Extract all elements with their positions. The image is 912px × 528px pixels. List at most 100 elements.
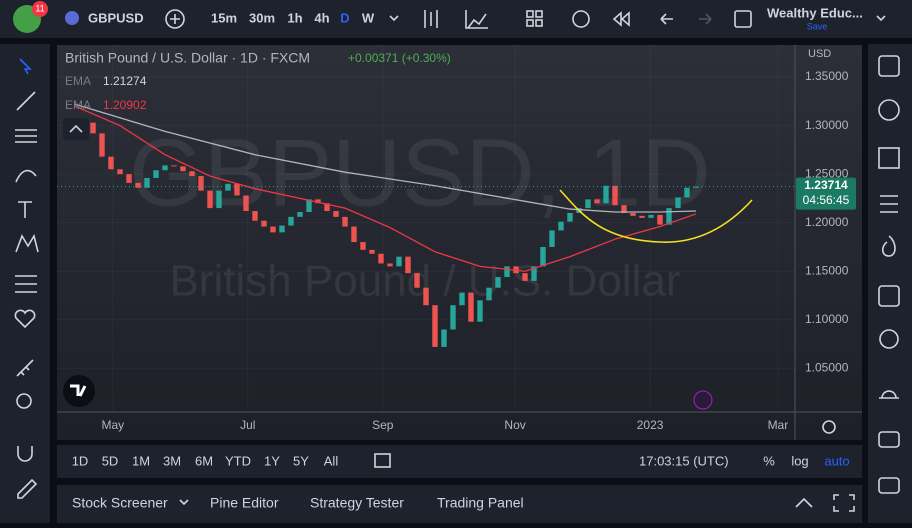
layout-icon[interactable] [526, 10, 534, 18]
watchlist-icon[interactable] [878, 55, 900, 77]
candle [612, 185, 618, 206]
alert-icon[interactable] [572, 10, 590, 28]
replay-icon[interactable] [612, 11, 630, 27]
panel-tab[interactable]: Pine Editor [210, 495, 279, 511]
interval[interactable]: D [340, 10, 349, 25]
y-tick-label: 1.10000 [805, 312, 849, 326]
undo-icon[interactable] [660, 13, 673, 25]
line-tool[interactable] [16, 91, 36, 111]
chart-pane [57, 45, 862, 440]
y-tick-label: 1.15000 [805, 263, 849, 277]
range-button[interactable]: 3M [163, 453, 181, 468]
add-plus [170, 14, 180, 24]
streams-icon[interactable] [879, 390, 899, 399]
prediction-tool[interactable] [15, 275, 37, 293]
range-button[interactable]: All [324, 453, 339, 468]
magnet-tool[interactable] [17, 446, 33, 462]
candle [693, 186, 699, 188]
add-icon[interactable] [165, 9, 185, 29]
interval[interactable]: 15m [211, 10, 237, 25]
indicators-icon[interactable] [465, 10, 488, 29]
candle [594, 199, 600, 204]
candle [441, 329, 447, 347]
panel-toggle[interactable] [795, 497, 813, 508]
range-button[interactable]: 5D [102, 453, 119, 468]
favorite-tool[interactable] [14, 309, 36, 329]
ideas-icon[interactable] [879, 329, 899, 349]
candle [522, 273, 528, 281]
brush-tool[interactable] [15, 169, 37, 183]
legend-toggle[interactable] [63, 118, 89, 140]
candle [639, 215, 645, 218]
redo-icon[interactable] [699, 13, 712, 25]
indicator-name: EMA [65, 98, 91, 112]
scale-option[interactable]: auto [824, 453, 849, 468]
x-tick-label: Nov [504, 418, 525, 432]
text-tool[interactable] [18, 201, 32, 218]
candle [342, 216, 348, 227]
account-name[interactable]: Wealthy Educ... [767, 5, 863, 20]
top-toolbar [0, 0, 912, 38]
data-window-icon[interactable] [880, 195, 898, 213]
calendar-icon[interactable] [878, 285, 900, 307]
candle [252, 211, 258, 221]
settings-icon[interactable] [822, 420, 836, 434]
chart-type-icon[interactable] [424, 10, 438, 28]
panel-tab[interactable]: Stock Screener [72, 495, 168, 511]
range-button[interactable]: 1M [132, 453, 150, 468]
range-button[interactable]: 1Y [264, 453, 280, 468]
interval[interactable]: 1h [287, 10, 302, 25]
tv-logo-mark [70, 384, 87, 397]
scale-option[interactable]: log [791, 453, 808, 468]
candle [90, 122, 96, 134]
zoom-tool[interactable] [16, 393, 32, 409]
currency[interactable]: USD [808, 48, 831, 60]
indicator-name: EMA [65, 74, 91, 88]
range-button[interactable]: YTD [225, 453, 251, 468]
news-icon[interactable] [878, 147, 900, 169]
ruler-tool[interactable] [16, 359, 34, 377]
screener-menu[interactable] [179, 499, 189, 506]
date-range-icon[interactable] [374, 453, 391, 468]
interval[interactable]: 4h [314, 10, 329, 25]
candle [378, 253, 384, 264]
candle [180, 166, 186, 172]
alerts-icon[interactable] [878, 99, 900, 121]
layout-icon-part [526, 19, 534, 27]
candle [432, 305, 438, 347]
events-icon[interactable] [693, 390, 713, 410]
interval-menu[interactable] [389, 15, 399, 22]
panel-tab[interactable]: Trading Panel [437, 495, 524, 511]
candle [666, 208, 672, 225]
layout-box[interactable] [734, 10, 752, 28]
lock-tool[interactable] [17, 478, 38, 499]
range-button[interactable]: 5Y [293, 453, 309, 468]
candle [477, 300, 483, 322]
hotlist-icon[interactable] [881, 235, 896, 257]
fib-tool[interactable] [15, 129, 37, 143]
right-toolbar [868, 44, 912, 523]
candle [171, 165, 177, 167]
fullscreen-icon[interactable] [833, 494, 855, 512]
range-button[interactable]: 1D [72, 453, 89, 468]
pattern-tool[interactable] [15, 233, 39, 253]
symbol[interactable]: GBPUSD [88, 10, 144, 25]
save-label[interactable]: Save [807, 21, 828, 31]
clock: 17:03:15 (UTC) [639, 453, 729, 468]
candle [495, 277, 501, 288]
chats-icon[interactable] [878, 431, 900, 448]
x-tick-label: Jul [240, 418, 255, 432]
badge [32, 1, 48, 17]
interval[interactable]: 30m [249, 10, 275, 25]
notifications-icon[interactable] [878, 477, 900, 494]
interval[interactable]: W [362, 10, 375, 25]
candle [369, 249, 375, 254]
cursor-tool[interactable] [19, 58, 32, 75]
scale-option[interactable]: % [763, 453, 775, 468]
candle [585, 199, 591, 209]
range-button[interactable]: 6M [195, 453, 213, 468]
candle [135, 182, 141, 188]
account-menu[interactable] [876, 15, 886, 22]
panel-tab[interactable]: Strategy Tester [310, 495, 404, 511]
